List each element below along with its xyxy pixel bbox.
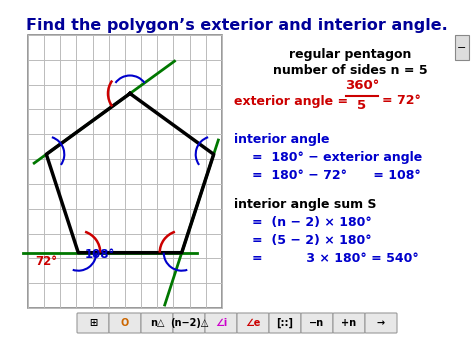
Text: interior angle sum S: interior angle sum S <box>234 198 376 211</box>
FancyBboxPatch shape <box>77 313 109 333</box>
Text: 5: 5 <box>357 99 366 112</box>
Text: 108°: 108° <box>85 248 115 261</box>
Text: interior angle: interior angle <box>234 133 329 146</box>
Bar <box>455 35 469 60</box>
Text: =  180° − exterior angle: = 180° − exterior angle <box>252 151 422 164</box>
Text: =  (n − 2) × 180°: = (n − 2) × 180° <box>252 216 372 229</box>
FancyBboxPatch shape <box>269 313 301 333</box>
Text: +n: +n <box>341 318 356 328</box>
Text: →: → <box>377 318 385 328</box>
Text: ⊞: ⊞ <box>89 318 97 328</box>
Text: =          3 × 180° = 540°: = 3 × 180° = 540° <box>252 252 419 265</box>
Text: (n−2)△: (n−2)△ <box>170 318 208 328</box>
Text: Find the polygon’s exterior and interior angle.: Find the polygon’s exterior and interior… <box>26 18 448 33</box>
FancyBboxPatch shape <box>205 313 237 333</box>
FancyBboxPatch shape <box>141 313 173 333</box>
FancyBboxPatch shape <box>109 313 141 333</box>
Text: regular pentagon: regular pentagon <box>289 48 411 61</box>
Text: 72°: 72° <box>35 255 57 268</box>
FancyBboxPatch shape <box>173 313 205 333</box>
Text: = 72°: = 72° <box>382 94 421 108</box>
Text: 360°: 360° <box>345 79 379 92</box>
FancyBboxPatch shape <box>333 313 365 333</box>
FancyBboxPatch shape <box>365 313 397 333</box>
Text: number of sides n = 5: number of sides n = 5 <box>273 64 428 77</box>
Text: −n: −n <box>310 318 325 328</box>
Text: ∠i: ∠i <box>215 318 227 328</box>
Text: O: O <box>121 318 129 328</box>
Text: ∠e: ∠e <box>246 318 261 328</box>
Text: −: − <box>457 43 467 53</box>
Text: n△: n△ <box>150 318 164 328</box>
FancyBboxPatch shape <box>301 313 333 333</box>
Text: =  (5 − 2) × 180°: = (5 − 2) × 180° <box>252 234 372 247</box>
Text: [::]: [::] <box>276 318 293 328</box>
FancyBboxPatch shape <box>237 313 269 333</box>
Bar <box>28 35 222 308</box>
Text: =  180° − 72°      = 108°: = 180° − 72° = 108° <box>252 169 421 182</box>
Text: exterior angle =: exterior angle = <box>234 94 348 108</box>
